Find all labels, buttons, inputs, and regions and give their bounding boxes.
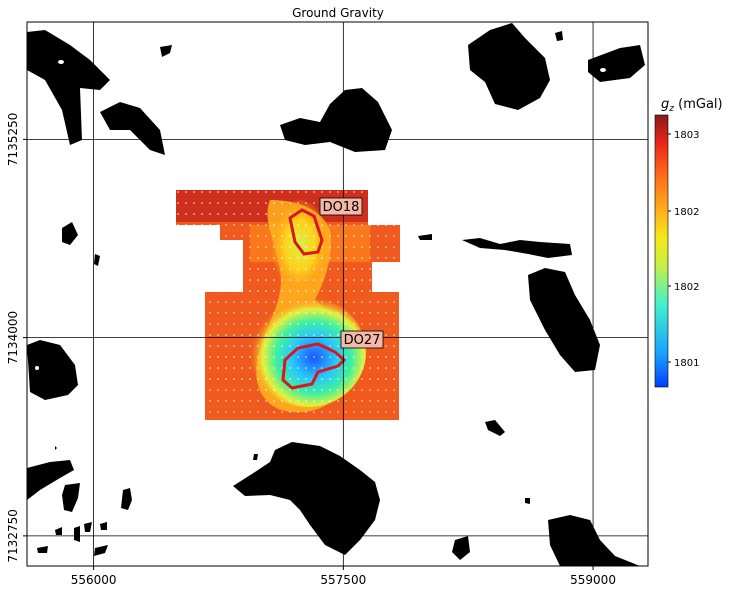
colorbar: gz (mGal) 1803 1802 1802 1801	[654, 97, 723, 388]
colorbar-tick-label: 1802	[674, 207, 699, 218]
annotation-do27-label: DO27	[344, 333, 381, 348]
gravity-surface	[176, 190, 400, 420]
y-axis: 7135250 7134000 7132750	[6, 113, 27, 563]
colorbar-ticks: 1803 1802 1802 1801	[668, 130, 699, 369]
x-tick-label: 559000	[570, 573, 616, 587]
target-contours	[281, 208, 347, 390]
x-axis: 556000 557500 559000	[71, 566, 616, 587]
colorbar-tick-label: 1803	[674, 130, 699, 141]
plot-area	[27, 22, 648, 566]
colorbar-label: gz (mGal)	[661, 97, 723, 114]
y-tick-label: 7135250	[6, 113, 20, 166]
colorbar-gradient	[654, 114, 669, 388]
chart-title: Ground Gravity	[292, 6, 384, 20]
annotation-do18-label: DO18	[323, 200, 360, 215]
plot-frame	[26, 21, 649, 567]
y-tick-label: 7134000	[6, 311, 20, 364]
x-tick-label: 556000	[71, 573, 117, 587]
y-tick-label: 7132750	[6, 509, 20, 562]
annotation-do27: DO27	[340, 330, 384, 349]
do18-contour	[288, 208, 324, 256]
lake-islands	[35, 60, 606, 370]
do27-contour	[281, 342, 347, 390]
grid-lines	[27, 22, 648, 566]
annotation-do18: DO18	[319, 197, 363, 216]
x-tick-label: 557500	[320, 573, 366, 587]
colorbar-tick-label: 1801	[674, 358, 699, 369]
colorbar-tick-label: 1802	[674, 282, 699, 293]
